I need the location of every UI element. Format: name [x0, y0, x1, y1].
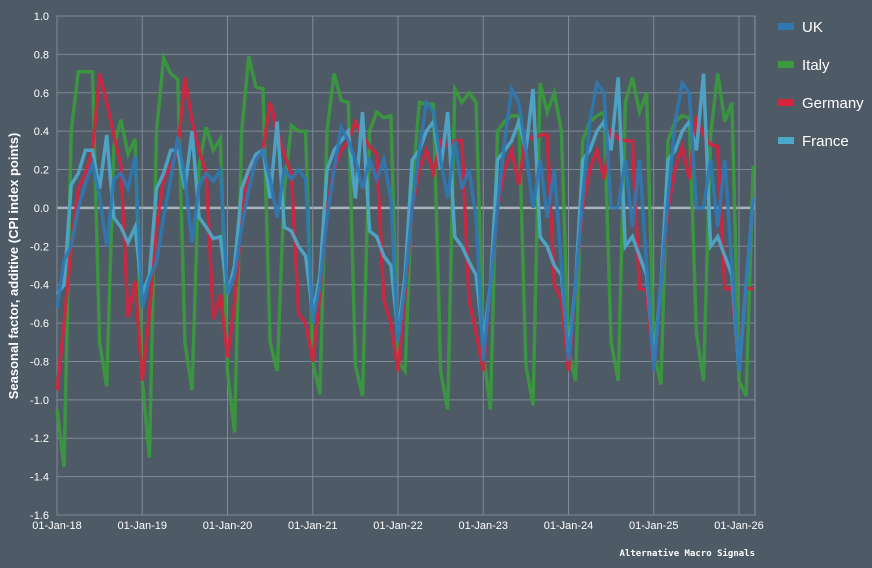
legend-label-germany: Germany: [802, 95, 864, 112]
y-tick-label: -0.6: [30, 318, 49, 330]
x-tick-label: 01-Jan-20: [203, 520, 253, 532]
y-tick-label: -1.4: [30, 472, 49, 484]
y-axis-ticks: 1.0 0.8 0.6 0.4 0.2 0.0 -0.2 -0.4 -0.6 -0.8 -1.0 -1…: [30, 11, 49, 522]
x-tick-label: 01-Jan-21: [288, 520, 338, 532]
legend-swatch-france: [778, 137, 794, 144]
legend-swatch-germany: [778, 99, 794, 106]
y-tick-label: -0.4: [30, 280, 49, 292]
x-tick-label: 01-Jan-25: [629, 520, 679, 532]
legend: UK Italy Germany France: [778, 19, 864, 150]
source-credit: Alternative Macro Signals: [620, 548, 755, 559]
series-lines: [55, 51, 755, 468]
x-tick-label: 01-Jan-24: [544, 520, 594, 532]
y-tick-label: 0.4: [34, 126, 49, 138]
y-tick-label: -1.2: [30, 433, 49, 445]
legend-swatch-uk: [778, 23, 794, 30]
legend-label-uk: UK: [802, 19, 823, 36]
legend-label-france: France: [802, 133, 849, 150]
y-axis-label: Seasonal factor, additive (CPI index poi…: [6, 133, 21, 400]
x-tick-label: 01-Jan-19: [117, 520, 167, 532]
x-tick-label: 01-Jan-22: [373, 520, 423, 532]
x-tick-label: 01-Jan-23: [458, 520, 508, 532]
y-tick-label: -1.6: [30, 510, 49, 522]
y-tick-label: 1.0: [34, 11, 49, 23]
y-tick-label: -1.0: [30, 395, 49, 407]
x-axis-ticks: 01-Jan-18 01-Jan-19 01-Jan-20 01-Jan-21 01-J…: [32, 520, 764, 532]
legend-label-italy: Italy: [802, 57, 830, 74]
y-tick-label: 0.2: [34, 165, 49, 177]
y-tick-label: 0.6: [34, 88, 49, 100]
y-tick-label: 0.0: [34, 203, 49, 215]
x-tick-label: 01-Jan-18: [32, 520, 82, 532]
x-tick-label: 01-Jan-26: [714, 520, 764, 532]
y-tick-label: 0.8: [34, 49, 49, 61]
y-tick-label: -0.8: [30, 356, 49, 368]
series-line-italy: [55, 51, 755, 468]
grid: [56, 15, 756, 516]
series-line-uk: [55, 78, 755, 372]
y-tick-label: -0.2: [30, 241, 49, 253]
legend-swatch-italy: [778, 61, 794, 68]
